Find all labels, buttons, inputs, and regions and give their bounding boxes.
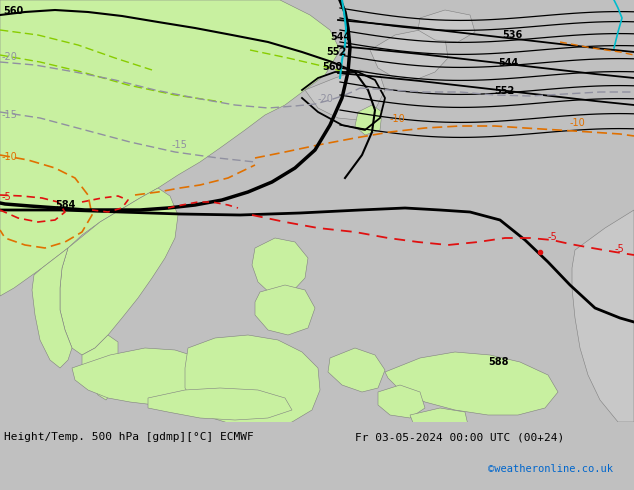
Text: 588: 588 (488, 357, 508, 367)
Polygon shape (252, 238, 308, 295)
Polygon shape (305, 70, 385, 120)
Text: 560: 560 (322, 62, 342, 72)
Text: Height/Temp. 500 hPa [gdmp][°C] ECMWF: Height/Temp. 500 hPa [gdmp][°C] ECMWF (4, 432, 254, 442)
Text: -5: -5 (2, 192, 12, 202)
Polygon shape (328, 348, 385, 392)
Polygon shape (378, 385, 425, 418)
Polygon shape (418, 10, 475, 42)
Text: -5: -5 (548, 232, 558, 242)
Text: -10: -10 (2, 152, 18, 162)
Text: 544: 544 (330, 32, 350, 42)
Text: 544: 544 (498, 58, 518, 68)
Polygon shape (410, 408, 468, 430)
Text: -5: -5 (615, 244, 624, 254)
Text: -15: -15 (2, 110, 18, 120)
Text: -10: -10 (570, 118, 586, 128)
Text: -20: -20 (318, 94, 334, 104)
Text: Fr 03-05-2024 00:00 UTC (00+24): Fr 03-05-2024 00:00 UTC (00+24) (355, 432, 564, 442)
Polygon shape (148, 388, 292, 420)
Text: 552: 552 (326, 47, 346, 57)
Polygon shape (385, 352, 558, 415)
Polygon shape (32, 248, 72, 368)
Polygon shape (255, 285, 315, 335)
Text: 560: 560 (3, 6, 23, 16)
Polygon shape (572, 210, 634, 422)
Polygon shape (72, 348, 215, 405)
Text: -15: -15 (172, 140, 188, 150)
Polygon shape (0, 0, 340, 296)
Polygon shape (82, 335, 118, 400)
Text: -20: -20 (2, 52, 18, 62)
Text: 584: 584 (55, 200, 75, 210)
Polygon shape (60, 188, 178, 355)
Polygon shape (370, 30, 448, 80)
Polygon shape (185, 335, 320, 428)
Text: ©weatheronline.co.uk: ©weatheronline.co.uk (488, 464, 613, 474)
Text: 536: 536 (502, 30, 522, 40)
Text: -10: -10 (390, 114, 406, 124)
Polygon shape (355, 105, 382, 135)
Text: 552: 552 (494, 86, 514, 96)
